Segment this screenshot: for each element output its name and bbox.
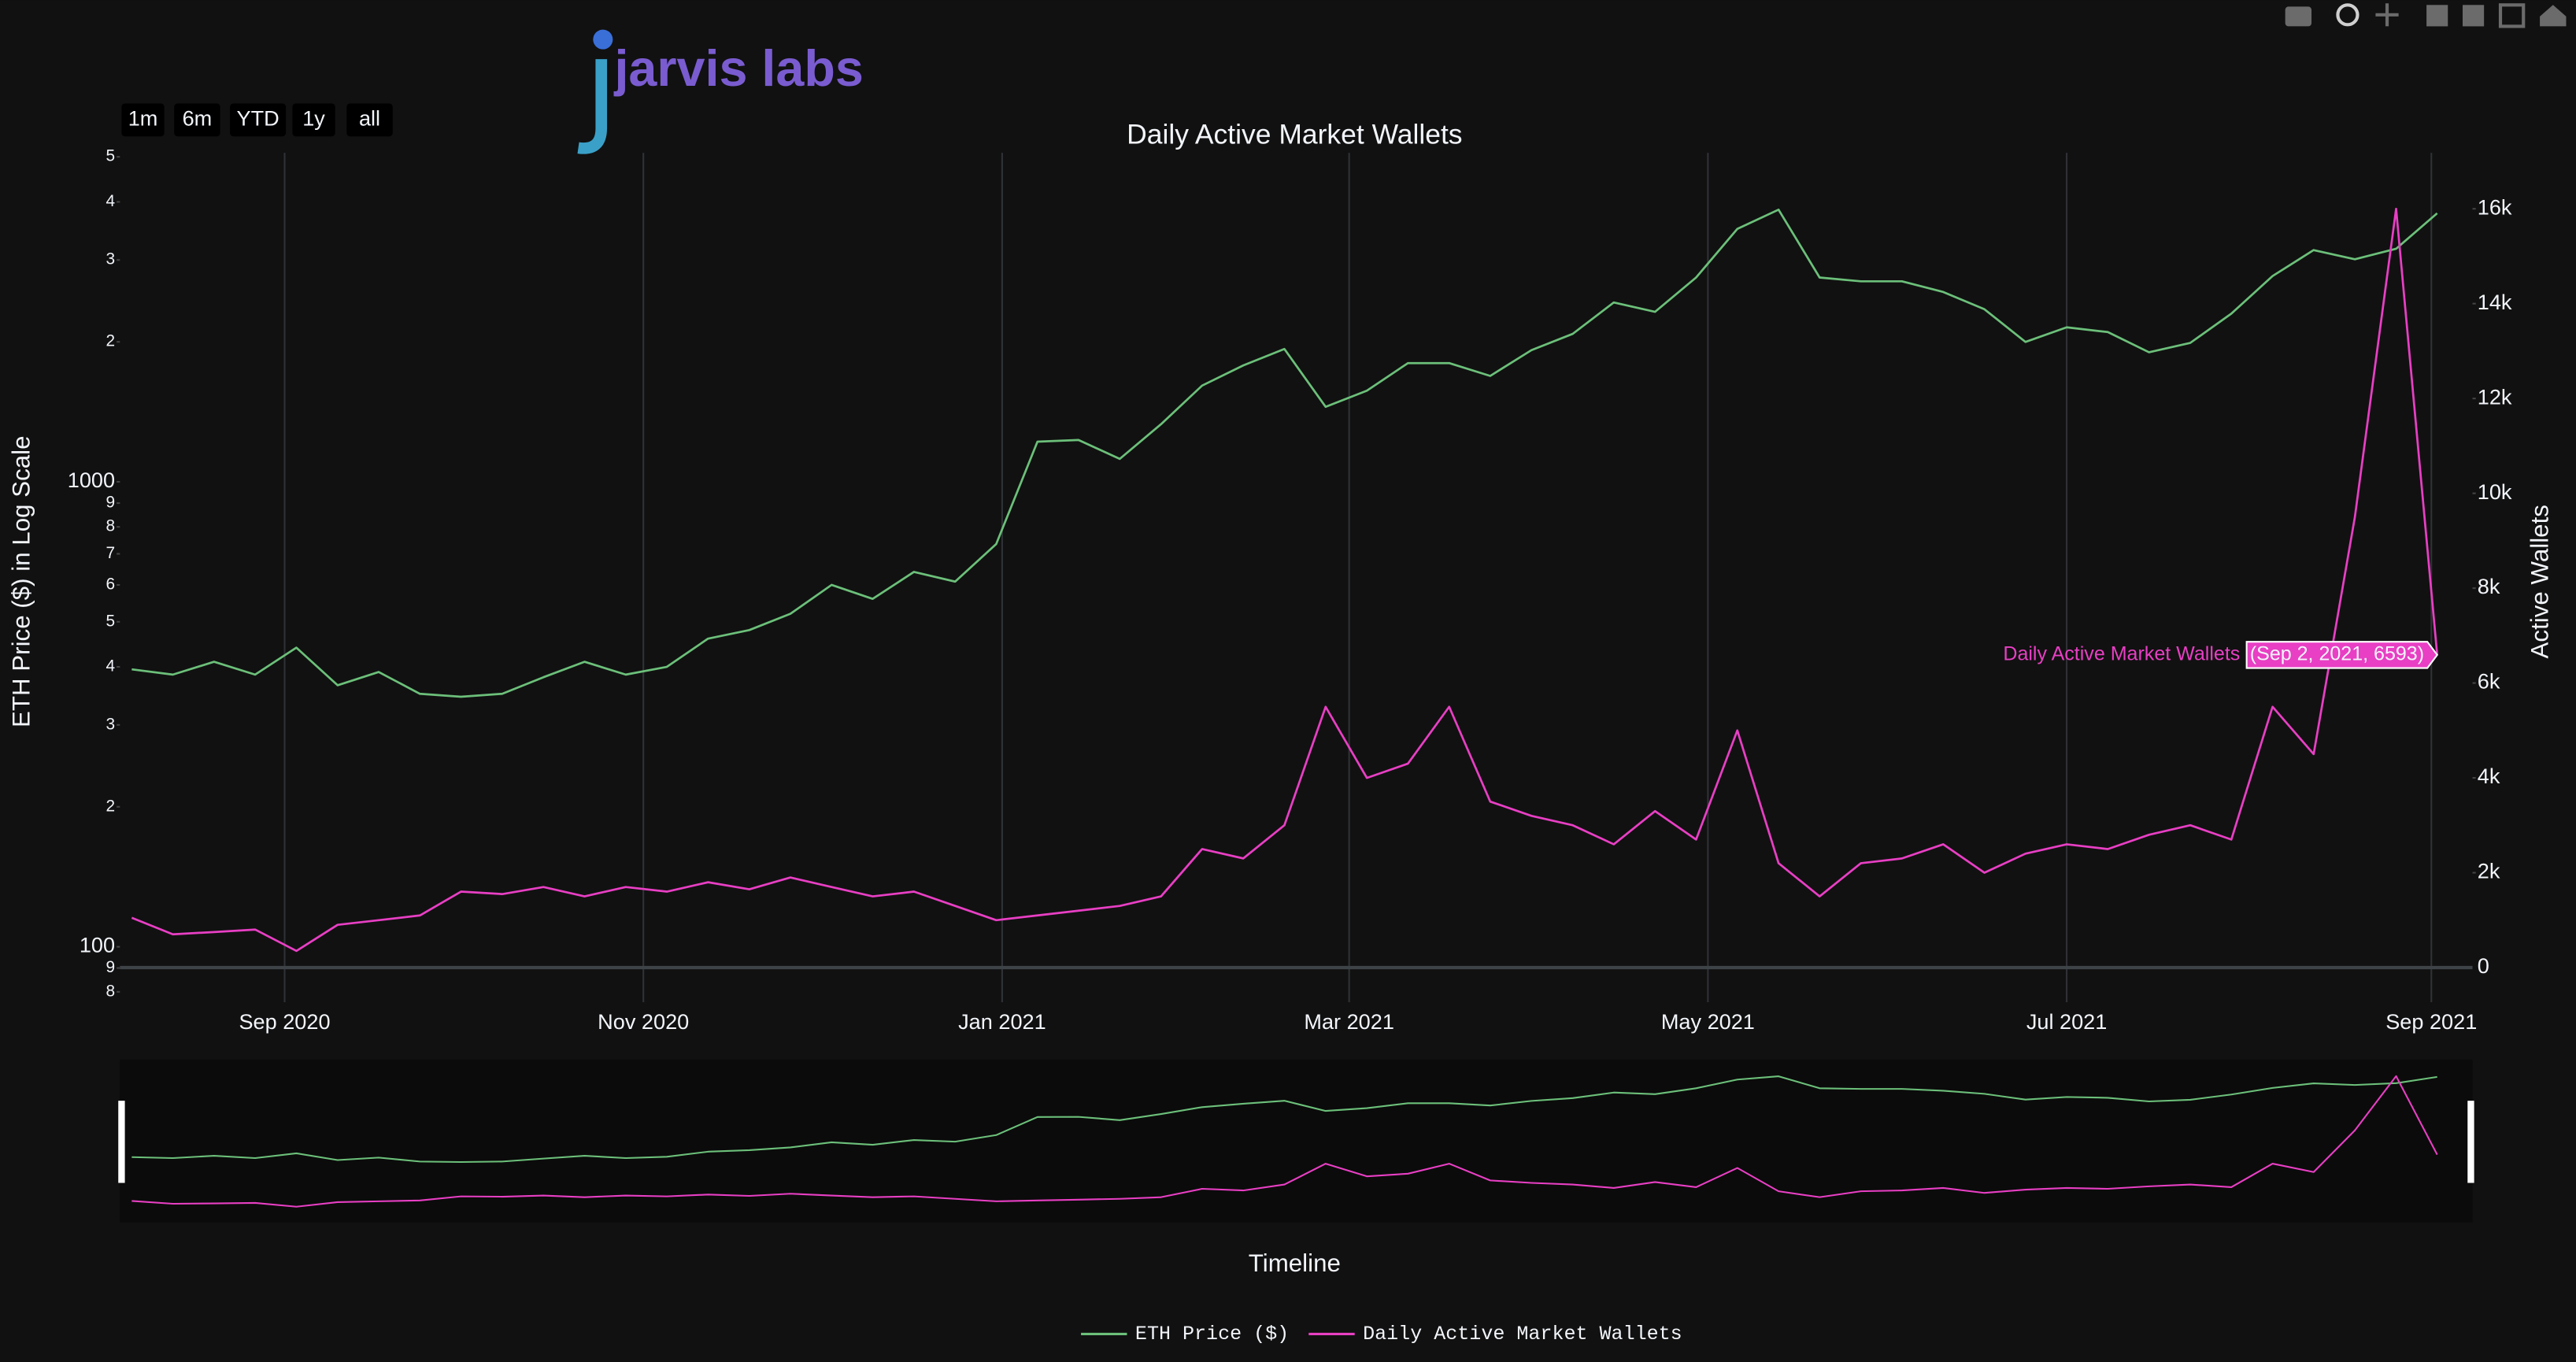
y-tick-label: 100	[80, 933, 115, 957]
modebar	[2285, 3, 2567, 28]
range-button[interactable]	[174, 103, 220, 137]
range-button[interactable]	[292, 103, 335, 137]
x-tick-label: May 2021	[1661, 1009, 1755, 1034]
range-button-label: 1m	[128, 106, 158, 131]
y-tick-label: 8	[105, 517, 115, 535]
hover-value: (Sep 2, 2021, 6593)	[2250, 642, 2424, 664]
autoscale-icon[interactable]	[2498, 3, 2526, 28]
logo-text: jarvis labs	[613, 39, 863, 97]
y2-tick-label: 12k	[2478, 384, 2512, 409]
y-tick-label: 3	[105, 250, 115, 268]
y-tick-label: 9	[105, 494, 115, 512]
pan-icon[interactable]	[2375, 3, 2399, 27]
y2-tick-label: 6k	[2478, 669, 2500, 694]
y-tick-label: 5	[105, 612, 115, 630]
x-tick-label: Jan 2021	[958, 1009, 1046, 1034]
range-button-label: 1y	[302, 106, 325, 131]
chart-title: Daily Active Market Wallets	[1127, 119, 1462, 150]
y-tick-label: 2	[105, 332, 115, 350]
x-tick-label: Jul 2021	[2026, 1009, 2108, 1034]
y-tick-label: 9	[105, 958, 115, 976]
legend-label[interactable]: Daily Active Market Wallets	[1363, 1323, 1682, 1345]
x-tick-label: Sep 2020	[239, 1009, 330, 1034]
range-button-label: all	[359, 106, 380, 131]
legend-label[interactable]: ETH Price ($)	[1135, 1323, 1289, 1345]
y2-tick-label: 14k	[2478, 290, 2512, 314]
y-tick-label: 8	[105, 982, 115, 1000]
reset-icon[interactable]	[2540, 5, 2567, 27]
slider-line	[131, 1075, 2437, 1164]
zoom-out-icon[interactable]	[2463, 5, 2485, 27]
y-axis-title: ETH Price ($) in Log Scale	[7, 436, 35, 728]
series-line	[131, 208, 2438, 698]
y-tick-label: 3	[105, 715, 115, 733]
y2-tick-label: 4k	[2478, 764, 2500, 788]
range-button-label: 6m	[183, 106, 213, 131]
logo: jarvis labs	[577, 29, 864, 154]
hover-name: Daily Active Market Wallets	[2003, 642, 2240, 664]
series-line	[131, 207, 2439, 953]
y2-tick-label: 16k	[2478, 194, 2512, 219]
range-button-label: YTD	[237, 106, 279, 131]
slider-handle[interactable]	[118, 1101, 125, 1183]
logo-hook	[577, 59, 608, 154]
range-button[interactable]	[346, 103, 393, 137]
x-tick-label: Nov 2020	[598, 1009, 689, 1034]
y2-tick-label: 0	[2478, 953, 2489, 978]
range-button[interactable]	[230, 103, 287, 137]
hover-label: (Sep 2, 2021, 6593) Daily Active Market W…	[2003, 641, 2439, 669]
x-tick-label: Mar 2021	[1304, 1009, 1394, 1034]
y-tick-label: 4	[105, 657, 115, 675]
y2-tick-label: 2k	[2478, 859, 2500, 883]
x-axis-title: Timeline	[1249, 1249, 1341, 1277]
y2-tick-label: 10k	[2478, 479, 2512, 504]
zoom-in-icon[interactable]	[2426, 5, 2448, 27]
x-tick-label: Sep 2021	[2385, 1009, 2477, 1034]
y-tick-label: 7	[105, 544, 115, 562]
y-tick-label: 2	[105, 797, 115, 815]
logo-dot	[593, 29, 613, 50]
range-button[interactable]	[121, 103, 165, 137]
y-tick-label: 6	[105, 576, 115, 594]
range-slider[interactable]	[120, 1059, 2473, 1223]
zoom-icon[interactable]	[2336, 3, 2359, 27]
camera-icon[interactable]	[2285, 6, 2312, 27]
slider-handle[interactable]	[2467, 1101, 2474, 1183]
y2-tick-label: 8k	[2478, 574, 2500, 598]
y2-axis-title: Active Wallets	[2526, 505, 2553, 658]
y-tick-label: 5	[105, 147, 115, 165]
y-tick-label: 4	[105, 192, 115, 210]
slider-line	[131, 1075, 2438, 1208]
y-tick-label: 1000	[68, 468, 115, 492]
hover-box	[2245, 641, 2439, 669]
